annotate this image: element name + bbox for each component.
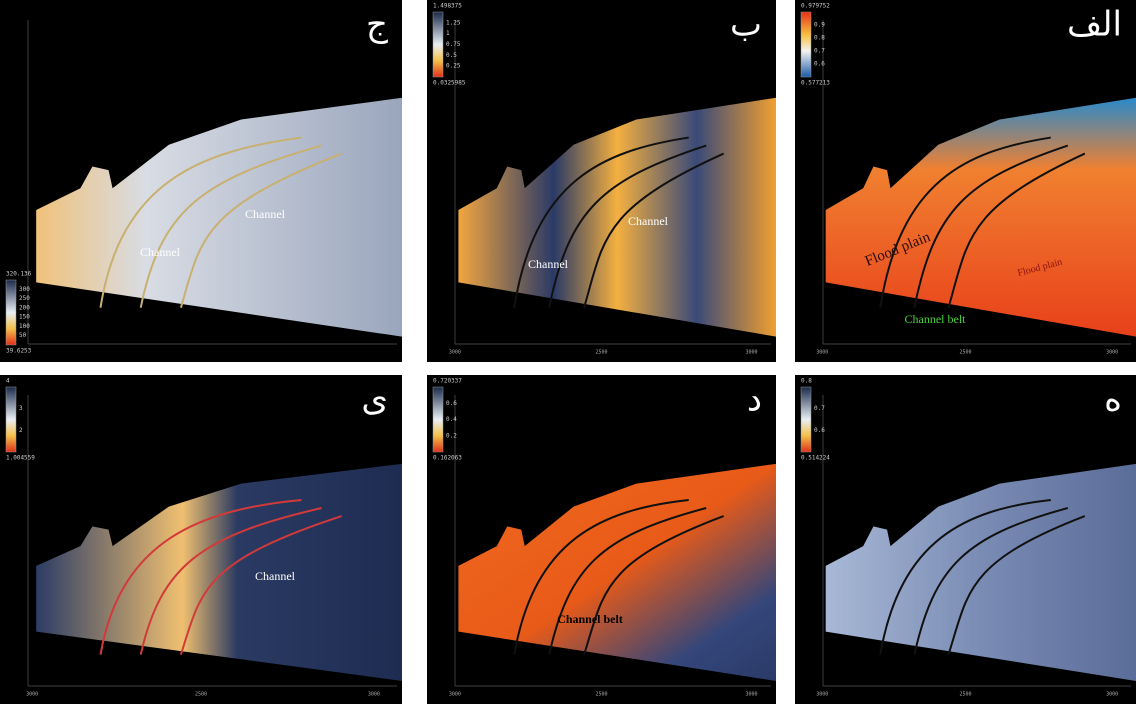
colorbar-label: 0.6: [446, 400, 457, 407]
panel: 1.498375 1.25 1 0.75 0.5 0.25 0.0325985 ب 3000 25…: [427, 0, 776, 362]
axis-label: 2500: [195, 692, 207, 698]
panel: 320.136 300 250 200 150 100 50 39.6253 ج Channel C…: [0, 0, 402, 362]
colorbar-label: 100: [19, 323, 30, 330]
colorbar-label: 1: [446, 30, 450, 37]
colorbar-label: 200: [19, 304, 30, 311]
colorbar-label: 0.8: [814, 35, 825, 42]
panel-letter: د: [747, 380, 762, 420]
colorbar-label: 0.7: [814, 48, 825, 55]
axis-label: 2500: [595, 350, 607, 356]
colorbar-label: 2: [19, 427, 23, 434]
colorbar-label: 250: [19, 295, 30, 302]
colorbar-label: 1.25: [446, 19, 461, 26]
colorbar-label: 39.6253: [6, 348, 32, 355]
panel: 0.720337 0.6 0.4 0.2 0.162063 د 3000 2500 3000 Ch…: [427, 375, 776, 704]
colorbar: [6, 387, 16, 452]
panel-letter: ی: [361, 380, 388, 420]
panel: 0.8 0.7 0.6 0.514224 ه 3000 2500 3000: [795, 375, 1136, 704]
axis-label: 3000: [26, 692, 38, 698]
colorbar-label: 0.514224: [801, 455, 830, 462]
annotation: Channel: [245, 207, 286, 221]
colorbar-label: 0.162063: [433, 455, 462, 462]
colorbar-label: 0.7: [814, 405, 825, 412]
axis-label: 3000: [816, 350, 828, 356]
axis-label: 2500: [959, 692, 971, 698]
colorbar-label: 4: [6, 378, 10, 385]
colorbar-label: 0.0325985: [433, 80, 466, 87]
axis-label: 3000: [816, 692, 828, 698]
colorbar: [801, 387, 811, 452]
colorbar-label: 0.9: [814, 22, 825, 29]
axis-label: 3000: [746, 692, 758, 698]
annotation: Channel: [528, 257, 569, 271]
colorbar: [433, 12, 443, 77]
colorbar-label: 50: [19, 332, 27, 339]
annotation: Channel belt: [557, 612, 623, 626]
colorbar-label: 0.6: [814, 61, 825, 68]
figure: 320.136 300 250 200 150 100 50 39.6253 ج Channel C…: [0, 0, 1136, 704]
annotation: Channel: [255, 569, 296, 583]
panel: 0.979752 0.9 0.8 0.7 0.6 0.577213 الف 3000 2500 3…: [795, 0, 1136, 362]
colorbar-label: 1.498375: [433, 3, 462, 10]
axis-label: 3000: [449, 350, 461, 356]
panel-letter: ج: [366, 5, 388, 45]
panel-letter: ه: [1104, 380, 1122, 420]
colorbar-label: 0.8: [801, 378, 812, 385]
annotation: Channel: [628, 214, 669, 228]
colorbar-label: 0.979752: [801, 3, 830, 10]
panel: 4 3 2 1.004559 ی 3000 2500 3000 Channel: [0, 375, 402, 704]
colorbar-label: 0.2: [446, 432, 457, 439]
colorbar-label: 0.720337: [433, 378, 462, 385]
axis-label: 3000: [1106, 350, 1118, 356]
colorbar-label: 0.4: [446, 416, 457, 423]
colorbar-label: 0.6: [814, 427, 825, 434]
colorbar: [433, 387, 443, 452]
colorbar: [801, 12, 811, 77]
colorbar-label: 0.75: [446, 41, 461, 48]
panel-letter: ب: [730, 5, 762, 45]
axis-label: 3000: [449, 692, 461, 698]
colorbar-label: 0.5: [446, 52, 457, 59]
colorbar-label: 150: [19, 314, 30, 321]
axis-label: 3000: [1106, 692, 1118, 698]
colorbar-label: 300: [19, 286, 30, 293]
annotation: Channel belt: [905, 312, 967, 326]
annotation: Channel: [140, 245, 181, 259]
colorbar-label: 1.004559: [6, 455, 35, 462]
panel-letter: الف: [1067, 5, 1122, 45]
colorbar-label: 0.577213: [801, 80, 830, 87]
colorbar-label: 3: [19, 405, 23, 412]
axis-label: 2500: [959, 350, 971, 356]
colorbar-label: 320.136: [6, 271, 32, 278]
axis-label: 3000: [746, 350, 758, 356]
axis-label: 3000: [368, 692, 380, 698]
axis-label: 2500: [595, 692, 607, 698]
colorbar: [6, 280, 16, 345]
colorbar-label: 0.25: [446, 63, 461, 70]
